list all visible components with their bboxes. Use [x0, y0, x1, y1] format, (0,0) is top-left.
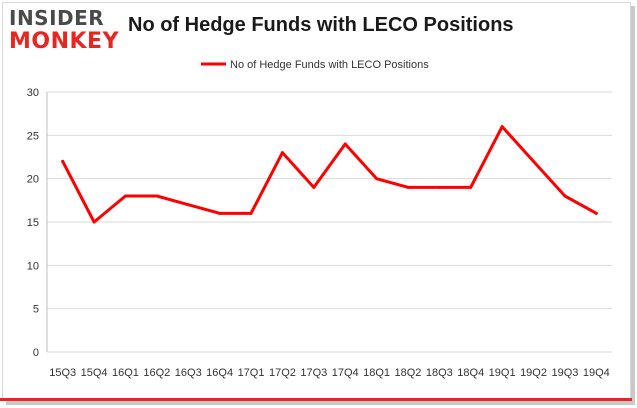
data-point [249, 211, 253, 215]
x-tick-label: 17Q1 [238, 367, 265, 379]
data-point [61, 159, 65, 163]
chart-frame [2, 2, 631, 401]
data-point [312, 185, 316, 189]
x-axis-ticks: 15Q3 15Q4 16Q1 16Q2 16Q3 16Q4 17Q1 17Q2 17Q3 17Q4… [49, 367, 610, 379]
insider-monkey-logo: INSIDER MONKEY [9, 6, 121, 56]
x-tick-label: 17Q2 [269, 367, 296, 379]
gridlines [46, 91, 612, 353]
series-layer [61, 125, 598, 224]
x-tick-label: 17Q4 [332, 367, 359, 379]
y-tick-label: 25 [27, 130, 39, 142]
data-point [594, 211, 598, 215]
data-point [500, 125, 504, 129]
x-tick-label: 16Q2 [143, 367, 170, 379]
data-point [563, 194, 567, 198]
y-tick-label: 10 [27, 260, 39, 272]
logo-text-top: INSIDER [9, 6, 105, 30]
x-tick-label: 19Q4 [583, 367, 610, 379]
data-point [186, 203, 190, 207]
data-point [375, 177, 379, 181]
y-axis-ticks: 0 5 10 15 20 25 30 [27, 87, 39, 359]
frame-shadow-bottom [6, 401, 635, 405]
y-tick-label: 5 [33, 304, 39, 316]
data-point [92, 220, 96, 224]
x-tick-label: 16Q3 [175, 367, 202, 379]
x-tick-label: 19Q1 [489, 367, 516, 379]
x-tick-label: 19Q3 [551, 367, 578, 379]
x-tick-label: 18Q3 [426, 367, 453, 379]
data-point [532, 159, 536, 163]
y-tick-label: 30 [27, 87, 39, 99]
y-tick-label: 15 [27, 217, 39, 229]
data-point [218, 211, 222, 215]
chart-title: No of Hedge Funds with LECO Positions [128, 14, 514, 36]
data-point [280, 151, 284, 155]
legend-label: No of Hedge Funds with LECO Positions [230, 59, 429, 71]
x-tick-label: 18Q4 [457, 367, 484, 379]
x-tick-label: 15Q3 [49, 367, 76, 379]
y-tick-label: 0 [33, 347, 39, 359]
data-point [406, 185, 410, 189]
legend: No of Hedge Funds with LECO Positions [201, 59, 429, 71]
x-tick-label: 17Q3 [300, 367, 327, 379]
x-tick-label: 16Q1 [112, 367, 139, 379]
data-point [155, 194, 159, 198]
x-tick-label: 16Q4 [206, 367, 233, 379]
frame-shadow-right [631, 6, 635, 402]
y-tick-label: 20 [27, 174, 39, 186]
series-line [61, 125, 598, 224]
data-point [343, 142, 347, 146]
x-tick-label: 15Q4 [81, 367, 108, 379]
x-tick-label: 18Q2 [395, 367, 422, 379]
x-tick-label: 18Q1 [363, 367, 390, 379]
data-point [123, 194, 127, 198]
logo-text-bottom: MONKEY [9, 29, 120, 54]
x-tick-label: 19Q2 [520, 367, 547, 379]
data-point [437, 185, 441, 189]
frame-bottom-accent [0, 398, 632, 401]
data-point [469, 185, 473, 189]
